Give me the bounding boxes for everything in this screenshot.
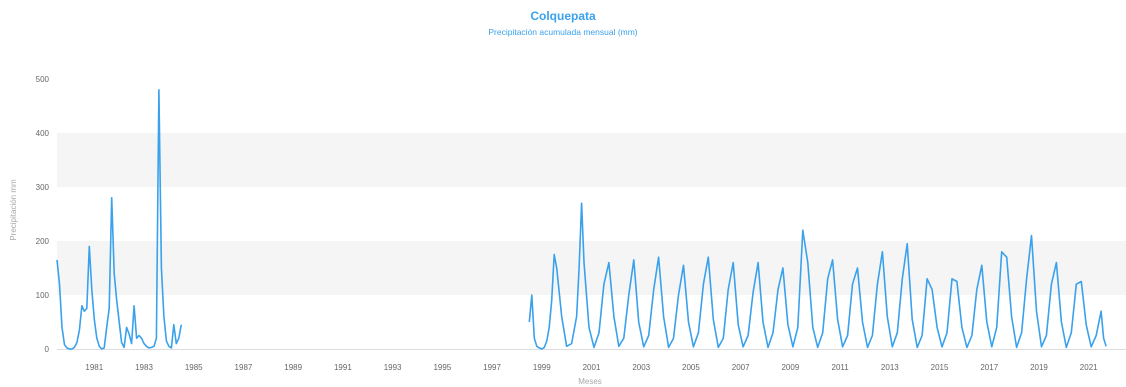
x-tick-label: 2019 [1030, 363, 1048, 372]
y-tick-label: 100 [36, 291, 50, 300]
y-tick-label: 500 [36, 75, 50, 84]
x-tick-label: 2015 [931, 363, 949, 372]
x-tick-label: 2005 [682, 363, 700, 372]
series-line-segment [56, 89, 183, 350]
x-tick-label: 1999 [533, 363, 551, 372]
y-tick-label: 400 [36, 129, 50, 138]
grid-band [57, 241, 1126, 295]
x-tick-label: 2011 [832, 363, 850, 372]
grid-bands [57, 133, 1126, 350]
x-tick-label: 1997 [483, 363, 501, 372]
x-axis-label: Meses [578, 377, 602, 386]
series-layer [56, 89, 1107, 350]
y-tick-label: 200 [36, 237, 50, 246]
chart-subtitle: Precipitación acumulada mensual (mm) [488, 27, 638, 37]
x-tick-label: 1993 [384, 363, 402, 372]
x-tick-label: 1981 [85, 363, 103, 372]
y-tick-label: 300 [36, 183, 50, 192]
x-tick-label: 2001 [583, 363, 601, 372]
x-tick-label: 1989 [284, 363, 302, 372]
x-tick-label: 1987 [235, 363, 253, 372]
x-tick-label: 1983 [135, 363, 153, 372]
x-tick-label: 1985 [185, 363, 203, 372]
y-axis-label: Precipitación mm [9, 179, 18, 241]
series-line-segment [528, 202, 1107, 350]
x-tick-label: 2017 [980, 363, 998, 372]
grid-band [57, 133, 1126, 187]
x-tick-label: 2013 [881, 363, 899, 372]
x-tick-label: 1991 [334, 363, 352, 372]
x-tick-label: 2003 [632, 363, 650, 372]
x-tick-label: 2007 [732, 363, 750, 372]
y-axis-ticks: 0 100 200 300 400 500 [36, 75, 50, 354]
y-tick-label: 0 [45, 345, 50, 354]
x-tick-label: 2009 [781, 363, 799, 372]
x-tick-label: 1995 [433, 363, 451, 372]
chart-title: Colquepata [530, 9, 596, 23]
x-axis-ticks: 1981 1983 1985 1987 1989 1991 1993 1995 1997 1999… [85, 363, 1098, 372]
x-tick-label: 2021 [1080, 363, 1098, 372]
